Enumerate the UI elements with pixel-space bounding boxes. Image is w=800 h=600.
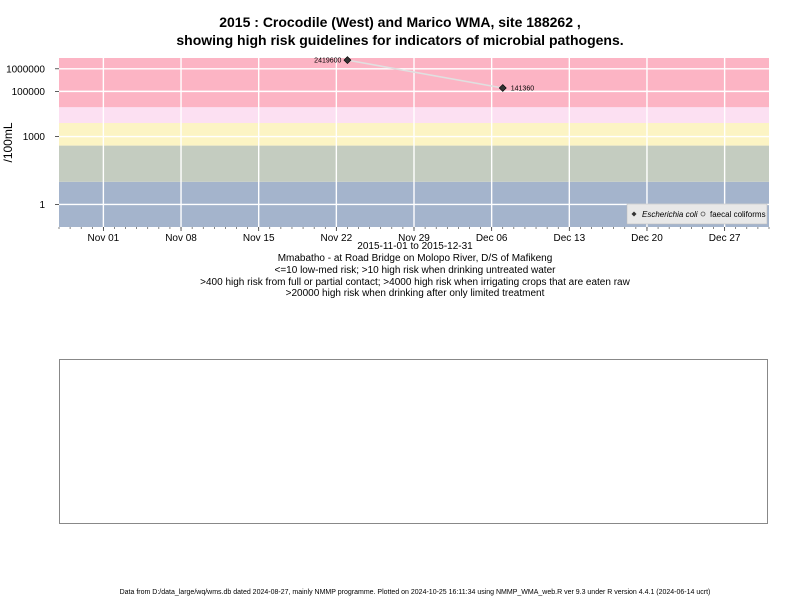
x-tick-label-6: Dec 13 [553, 233, 585, 244]
x-tick-label-7: Dec 20 [631, 233, 663, 244]
series-line-0 [347, 59, 503, 89]
footer-note: Data from D:/data_large/wq/wms.db dated … [119, 589, 711, 596]
data-label-0-1: 141360 [511, 85, 534, 92]
x-tick-label-2: Nov 15 [243, 233, 275, 244]
subtitle-guideline-1: <=10 low-med risk; >10 high risk when dr… [274, 265, 556, 276]
y-tick-label-2: 100000 [12, 87, 46, 98]
y-tick-label-3: 1000000 [6, 64, 45, 75]
y-tick-label-0: 1 [39, 200, 45, 211]
x-tick-label-0: Nov 01 [88, 233, 120, 244]
y-axis-label: /100mL [1, 122, 15, 162]
x-tick-label-1: Nov 08 [165, 233, 197, 244]
legend-marker-faecal [700, 211, 706, 217]
y-tick-label-1: 1000 [23, 132, 46, 143]
chart-title-line1: 2015 : Crocodile (West) and Marico WMA, … [219, 14, 581, 30]
empty-plot-panel [59, 359, 768, 524]
x-tick-label-8: Dec 27 [709, 233, 741, 244]
subtitle-guideline-2: >400 high risk from full or partial cont… [200, 277, 630, 288]
x-tick-label-4: Nov 29 [398, 233, 430, 244]
subtitle-guideline-3: >20000 high risk when drinking after onl… [285, 288, 545, 299]
data-point-0-1 [498, 84, 507, 92]
data-point-0-0 [343, 56, 352, 65]
subtitle-date-range: 2015-11-01 to 2015-12-31 [357, 241, 473, 252]
x-tick-label-5: Dec 06 [476, 233, 508, 244]
legend-marker-ecoli [631, 211, 637, 217]
legend-label-ecoli: Escherichia coli [642, 210, 698, 219]
data-label-0-0: 2419600 [314, 58, 341, 65]
chart-title-line2: showing high risk guidelines for indicat… [176, 32, 624, 48]
chart-plot: Nov 01 Nov 08 Nov 15 Nov 22 Nov 29 Dec 06 Dec … [1, 56, 770, 244]
legend-box [626, 203, 768, 225]
subtitle-site: Mmabatho - at Road Bridge on Molopo Rive… [277, 253, 553, 264]
x-tick-label-3: Nov 22 [321, 233, 353, 244]
legend-label-faecal: faecal coliforms [710, 210, 766, 219]
